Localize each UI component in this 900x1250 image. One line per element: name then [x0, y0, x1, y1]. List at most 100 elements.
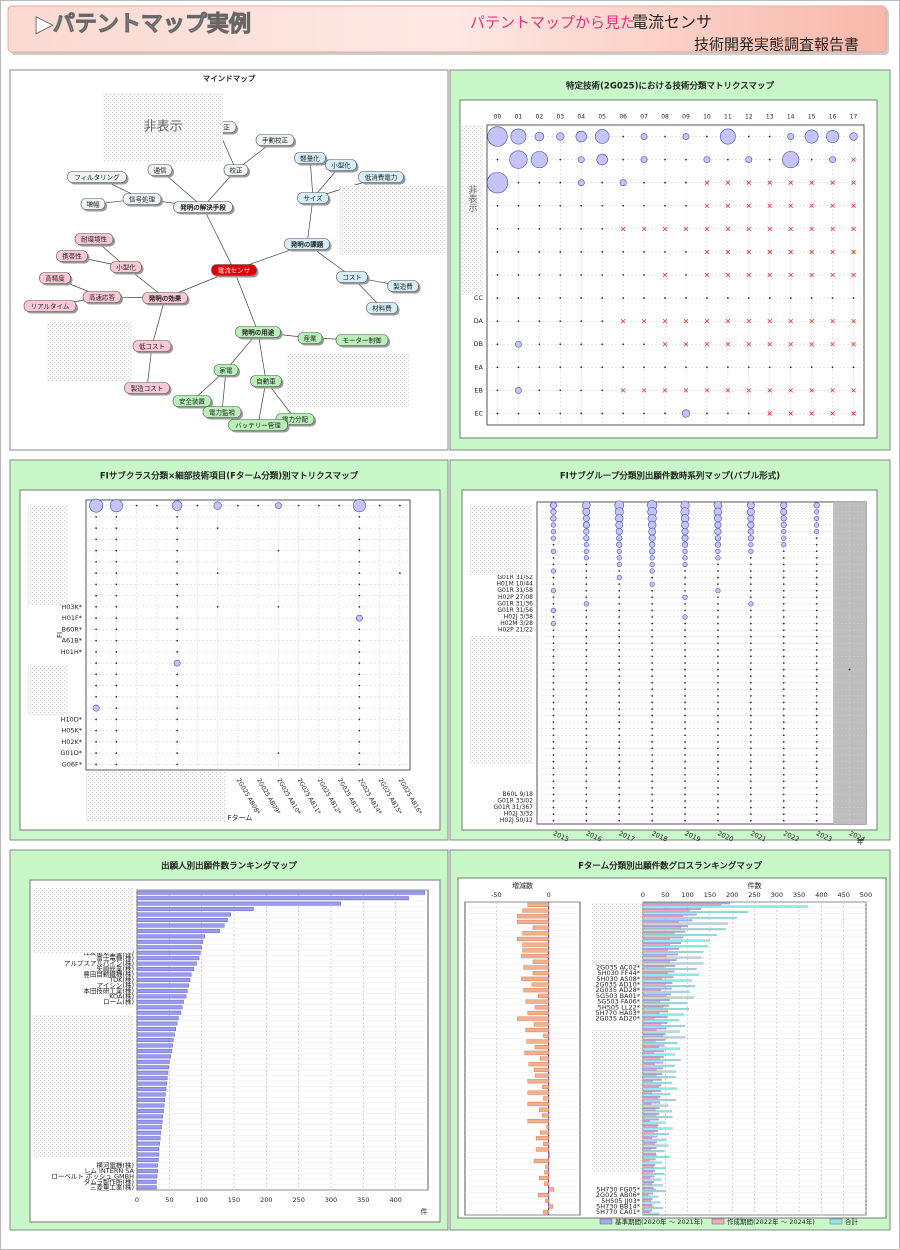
mindmap-node [56, 250, 88, 262]
mindmap-label: サイズ [303, 194, 323, 203]
x-tick-label: 100 [681, 891, 693, 899]
empty-cross [788, 388, 793, 393]
bar [642, 1118, 659, 1121]
dot [643, 251, 645, 253]
dot [601, 297, 604, 299]
bar [642, 960, 670, 963]
empty-cross [704, 203, 710, 209]
bubble [682, 555, 688, 561]
dot [810, 297, 813, 299]
empty-cross [704, 318, 710, 324]
dot [585, 583, 588, 586]
dot [115, 617, 118, 620]
dot [749, 780, 752, 783]
dot [651, 760, 654, 763]
bubble [748, 542, 754, 548]
y-category-label: 5H730 BB14* [596, 1202, 641, 1210]
dot [585, 727, 588, 730]
mindmap-node [228, 419, 288, 431]
change-bar [543, 1141, 549, 1146]
change-bar [517, 919, 549, 924]
dot [585, 576, 588, 579]
page-title: ▶パテントマップ実例 [36, 11, 251, 37]
mindmap-node [250, 375, 282, 387]
dot [726, 158, 729, 161]
bar [642, 973, 699, 976]
mindmap-label: 材料費 [372, 304, 392, 313]
bubble [648, 534, 656, 542]
change-bar [524, 1050, 549, 1055]
bar [642, 1171, 653, 1174]
bubble [703, 156, 711, 164]
bar [642, 996, 694, 999]
y-category-label: G06F* [62, 760, 83, 768]
dot [815, 800, 818, 802]
dot [601, 343, 604, 346]
bar [642, 1010, 669, 1013]
dot [684, 622, 686, 625]
dot [749, 754, 752, 756]
dot [651, 819, 654, 822]
bubble [745, 156, 753, 164]
dot [95, 740, 98, 743]
bar [642, 1000, 661, 1003]
bar [642, 1073, 663, 1075]
x-tick-label: 400 [815, 891, 827, 899]
mindmap-label: 家電 [220, 366, 234, 375]
y-category-label: EC [474, 409, 483, 417]
bar [136, 967, 195, 972]
dot [95, 583, 98, 586]
bar [642, 1148, 652, 1151]
y-axis-label: FI [56, 632, 64, 638]
bar [642, 1175, 655, 1178]
dot [618, 642, 621, 645]
dot [358, 707, 361, 710]
mindmap-label: フィルタリング [74, 173, 120, 182]
empty-cross [851, 272, 856, 278]
dot [684, 655, 686, 658]
dot [782, 708, 785, 710]
x-tick-label: 150 [228, 1196, 240, 1204]
y-category-label: アイシン(株) [97, 980, 134, 989]
mindmap-node [173, 201, 233, 213]
dot [749, 793, 752, 796]
bar [136, 988, 188, 993]
change-bar [540, 1130, 549, 1135]
x-category-label: 17 [850, 114, 858, 121]
bar [642, 1064, 675, 1067]
change-bar [517, 914, 549, 919]
dot [706, 297, 708, 299]
dot [176, 583, 179, 586]
dot [115, 527, 118, 530]
bubble [582, 507, 591, 516]
change-bar [546, 1124, 549, 1129]
bar [136, 1016, 179, 1021]
bubble [715, 588, 721, 594]
dot [176, 740, 179, 743]
dot [684, 780, 686, 783]
dot [580, 343, 583, 346]
dot [618, 747, 621, 750]
mindmap-node [284, 238, 330, 250]
bubble [640, 156, 648, 164]
dot [815, 556, 818, 559]
dot [684, 714, 686, 717]
bar [642, 1152, 657, 1155]
bar [136, 983, 189, 988]
dot [585, 786, 588, 789]
dot [552, 760, 555, 763]
dot [601, 251, 604, 253]
dot [358, 583, 361, 586]
dot [815, 780, 818, 783]
empty-cross [809, 249, 814, 255]
masked-area [86, 772, 226, 822]
dot [358, 650, 361, 653]
dot [782, 760, 785, 763]
bubble [274, 502, 282, 510]
mindmap-node [235, 326, 281, 338]
empty-cross [851, 180, 856, 185]
empty-cross [725, 341, 731, 347]
mindmap-node [213, 364, 239, 376]
mindmap-node [172, 395, 212, 407]
